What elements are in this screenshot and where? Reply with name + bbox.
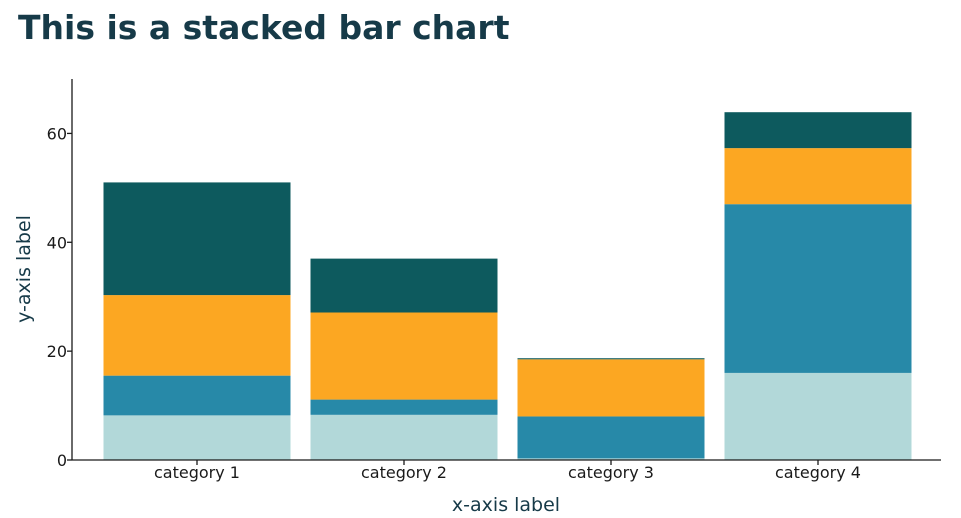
bar-segment-cat2-series3 — [310, 312, 498, 400]
x-axis-title: x-axis label — [452, 494, 560, 516]
x-tick-label: category 1 — [154, 463, 240, 482]
bar-segment-cat4-series1 — [724, 372, 912, 460]
bar-segment-cat3-series2 — [517, 416, 705, 459]
x-tick-label: category 2 — [361, 463, 447, 482]
y-tick-label: 0 — [57, 451, 67, 470]
bar-segment-cat2-series2 — [310, 399, 498, 415]
bar-segment-cat4-series4 — [724, 112, 912, 149]
bar-segment-cat1-series4 — [103, 182, 291, 296]
bar-segment-cat3-series3 — [517, 359, 705, 417]
ticks-layer: category 1 category 2 category 3 category 4… — [47, 124, 861, 482]
bar-segment-cat1-series2 — [103, 375, 291, 416]
chart-title: This is a stacked bar chart — [18, 8, 510, 47]
y-tick-label: 60 — [47, 124, 67, 143]
x-tick-label: category 3 — [568, 463, 654, 482]
y-axis-title: y-axis label — [13, 215, 35, 323]
bars-layer — [103, 112, 912, 460]
bar-segment-cat2-series4 — [310, 258, 498, 313]
x-tick-label: category 4 — [775, 463, 861, 482]
y-tick-label: 20 — [47, 342, 67, 361]
bar-segment-cat3-series4 — [517, 358, 705, 360]
bar-segment-cat4-series2 — [724, 204, 912, 373]
bar-segment-cat4-series3 — [724, 148, 912, 205]
y-tick-label: 40 — [47, 233, 67, 252]
bar-segment-cat1-series1 — [103, 415, 291, 460]
bar-segment-cat1-series3 — [103, 295, 291, 376]
bar-segment-cat2-series1 — [310, 414, 498, 460]
bar-segment-cat3-series1 — [517, 458, 705, 460]
